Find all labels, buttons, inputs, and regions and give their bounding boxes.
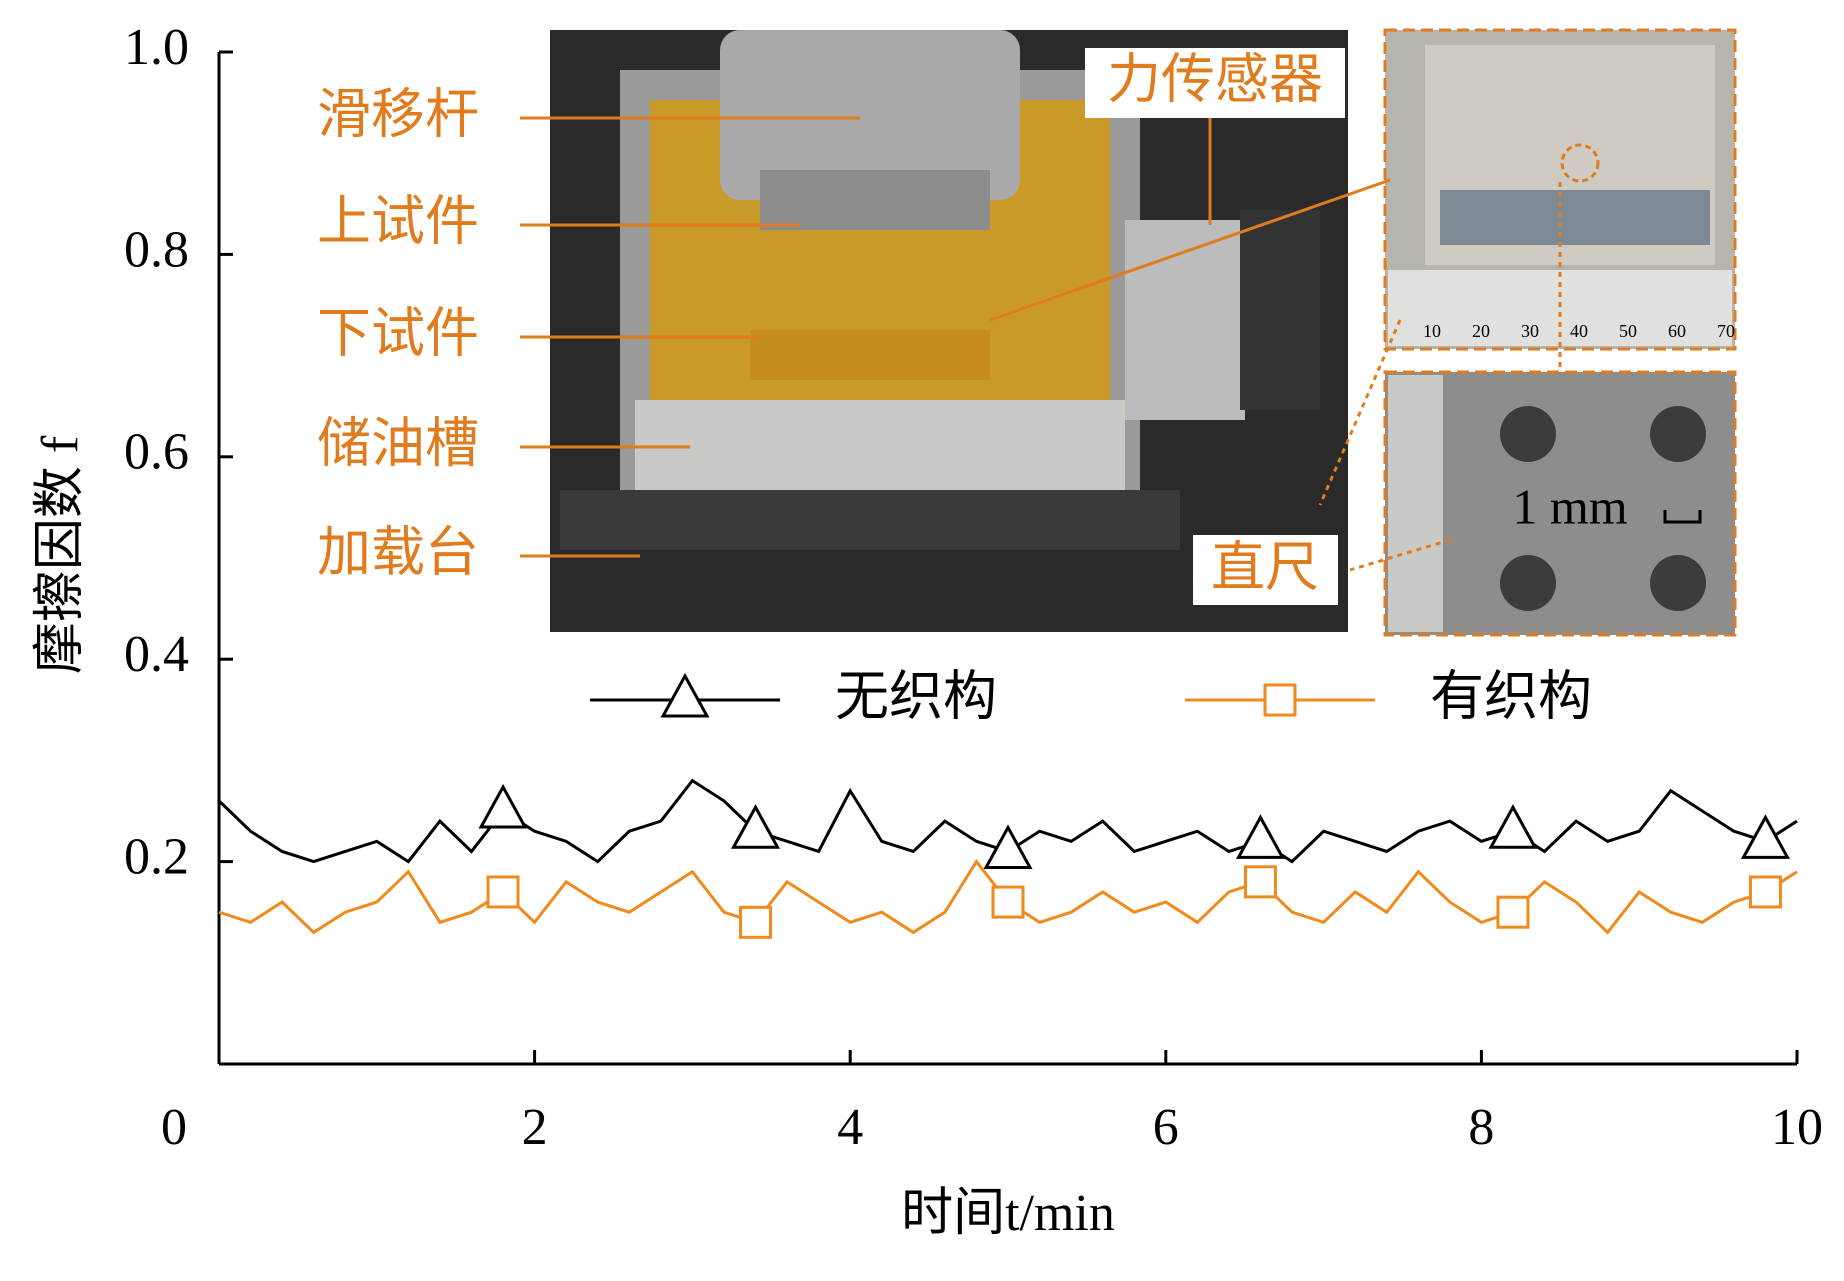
callouts xyxy=(520,115,1562,572)
ruler-tick-label: 50 xyxy=(1619,321,1637,341)
marker xyxy=(730,804,781,849)
y-tick-label: 0.6 xyxy=(124,424,189,481)
zoom-inset-bottom xyxy=(1383,370,1737,637)
x-tick-label: 2 xyxy=(522,1099,548,1156)
label-box xyxy=(1193,535,1338,605)
marker xyxy=(739,905,773,939)
y-axis-label: 摩擦因数 f xyxy=(32,435,89,674)
scale-bar-label: 1 mm xyxy=(1512,478,1627,534)
marker xyxy=(660,672,710,718)
marker xyxy=(1496,895,1530,929)
marker xyxy=(1263,683,1297,717)
ruler-tick-label: 30 xyxy=(1521,321,1539,341)
marker xyxy=(478,783,528,829)
x-tick-label: 4 xyxy=(837,1099,863,1156)
x-tick-label: 6 xyxy=(1153,1099,1179,1156)
y-tick-label: 1.0 xyxy=(124,19,189,76)
marker xyxy=(1235,814,1286,859)
marker xyxy=(486,875,520,909)
y-tick-label: 0.4 xyxy=(124,626,189,683)
marker xyxy=(991,885,1025,919)
photo-label: 上试件 xyxy=(317,190,479,253)
legend-label: 有织构 xyxy=(1430,665,1592,728)
marker xyxy=(1748,875,1782,909)
legend-label: 无织构 xyxy=(835,665,997,728)
y-tick-label: 0.2 xyxy=(124,829,189,886)
zoom-inset-top xyxy=(1383,28,1737,351)
ruler-tick-label: 20 xyxy=(1472,321,1490,341)
photo-label: 储油槽 xyxy=(317,412,479,475)
y-tick-label: 0.8 xyxy=(124,221,189,278)
ruler-tick-label: 60 xyxy=(1668,321,1686,341)
photo-label: 直尺 xyxy=(1211,536,1319,599)
ruler-tick-label: 10 xyxy=(1423,321,1441,341)
photo-inset xyxy=(550,30,1348,632)
marker xyxy=(1488,804,1538,849)
x-tick-label: 0 xyxy=(161,1099,187,1156)
label-box xyxy=(1085,48,1345,118)
x-tick-label: 8 xyxy=(1468,1099,1494,1156)
photo-label: 滑移杆 xyxy=(317,83,479,146)
photo-label: 力传感器 xyxy=(1107,48,1323,111)
x-tick-label: 10 xyxy=(1771,1099,1823,1156)
ruler-tick-label: 40 xyxy=(1570,321,1588,341)
marker xyxy=(1243,865,1277,899)
photo-label: 加载台 xyxy=(317,521,479,584)
ruler-tick-label: 70 xyxy=(1717,321,1735,341)
photo-label: 下试件 xyxy=(317,302,479,365)
marker xyxy=(1740,814,1790,859)
marker xyxy=(983,824,1033,869)
x-axis-label: 时间t/min xyxy=(901,1185,1115,1242)
